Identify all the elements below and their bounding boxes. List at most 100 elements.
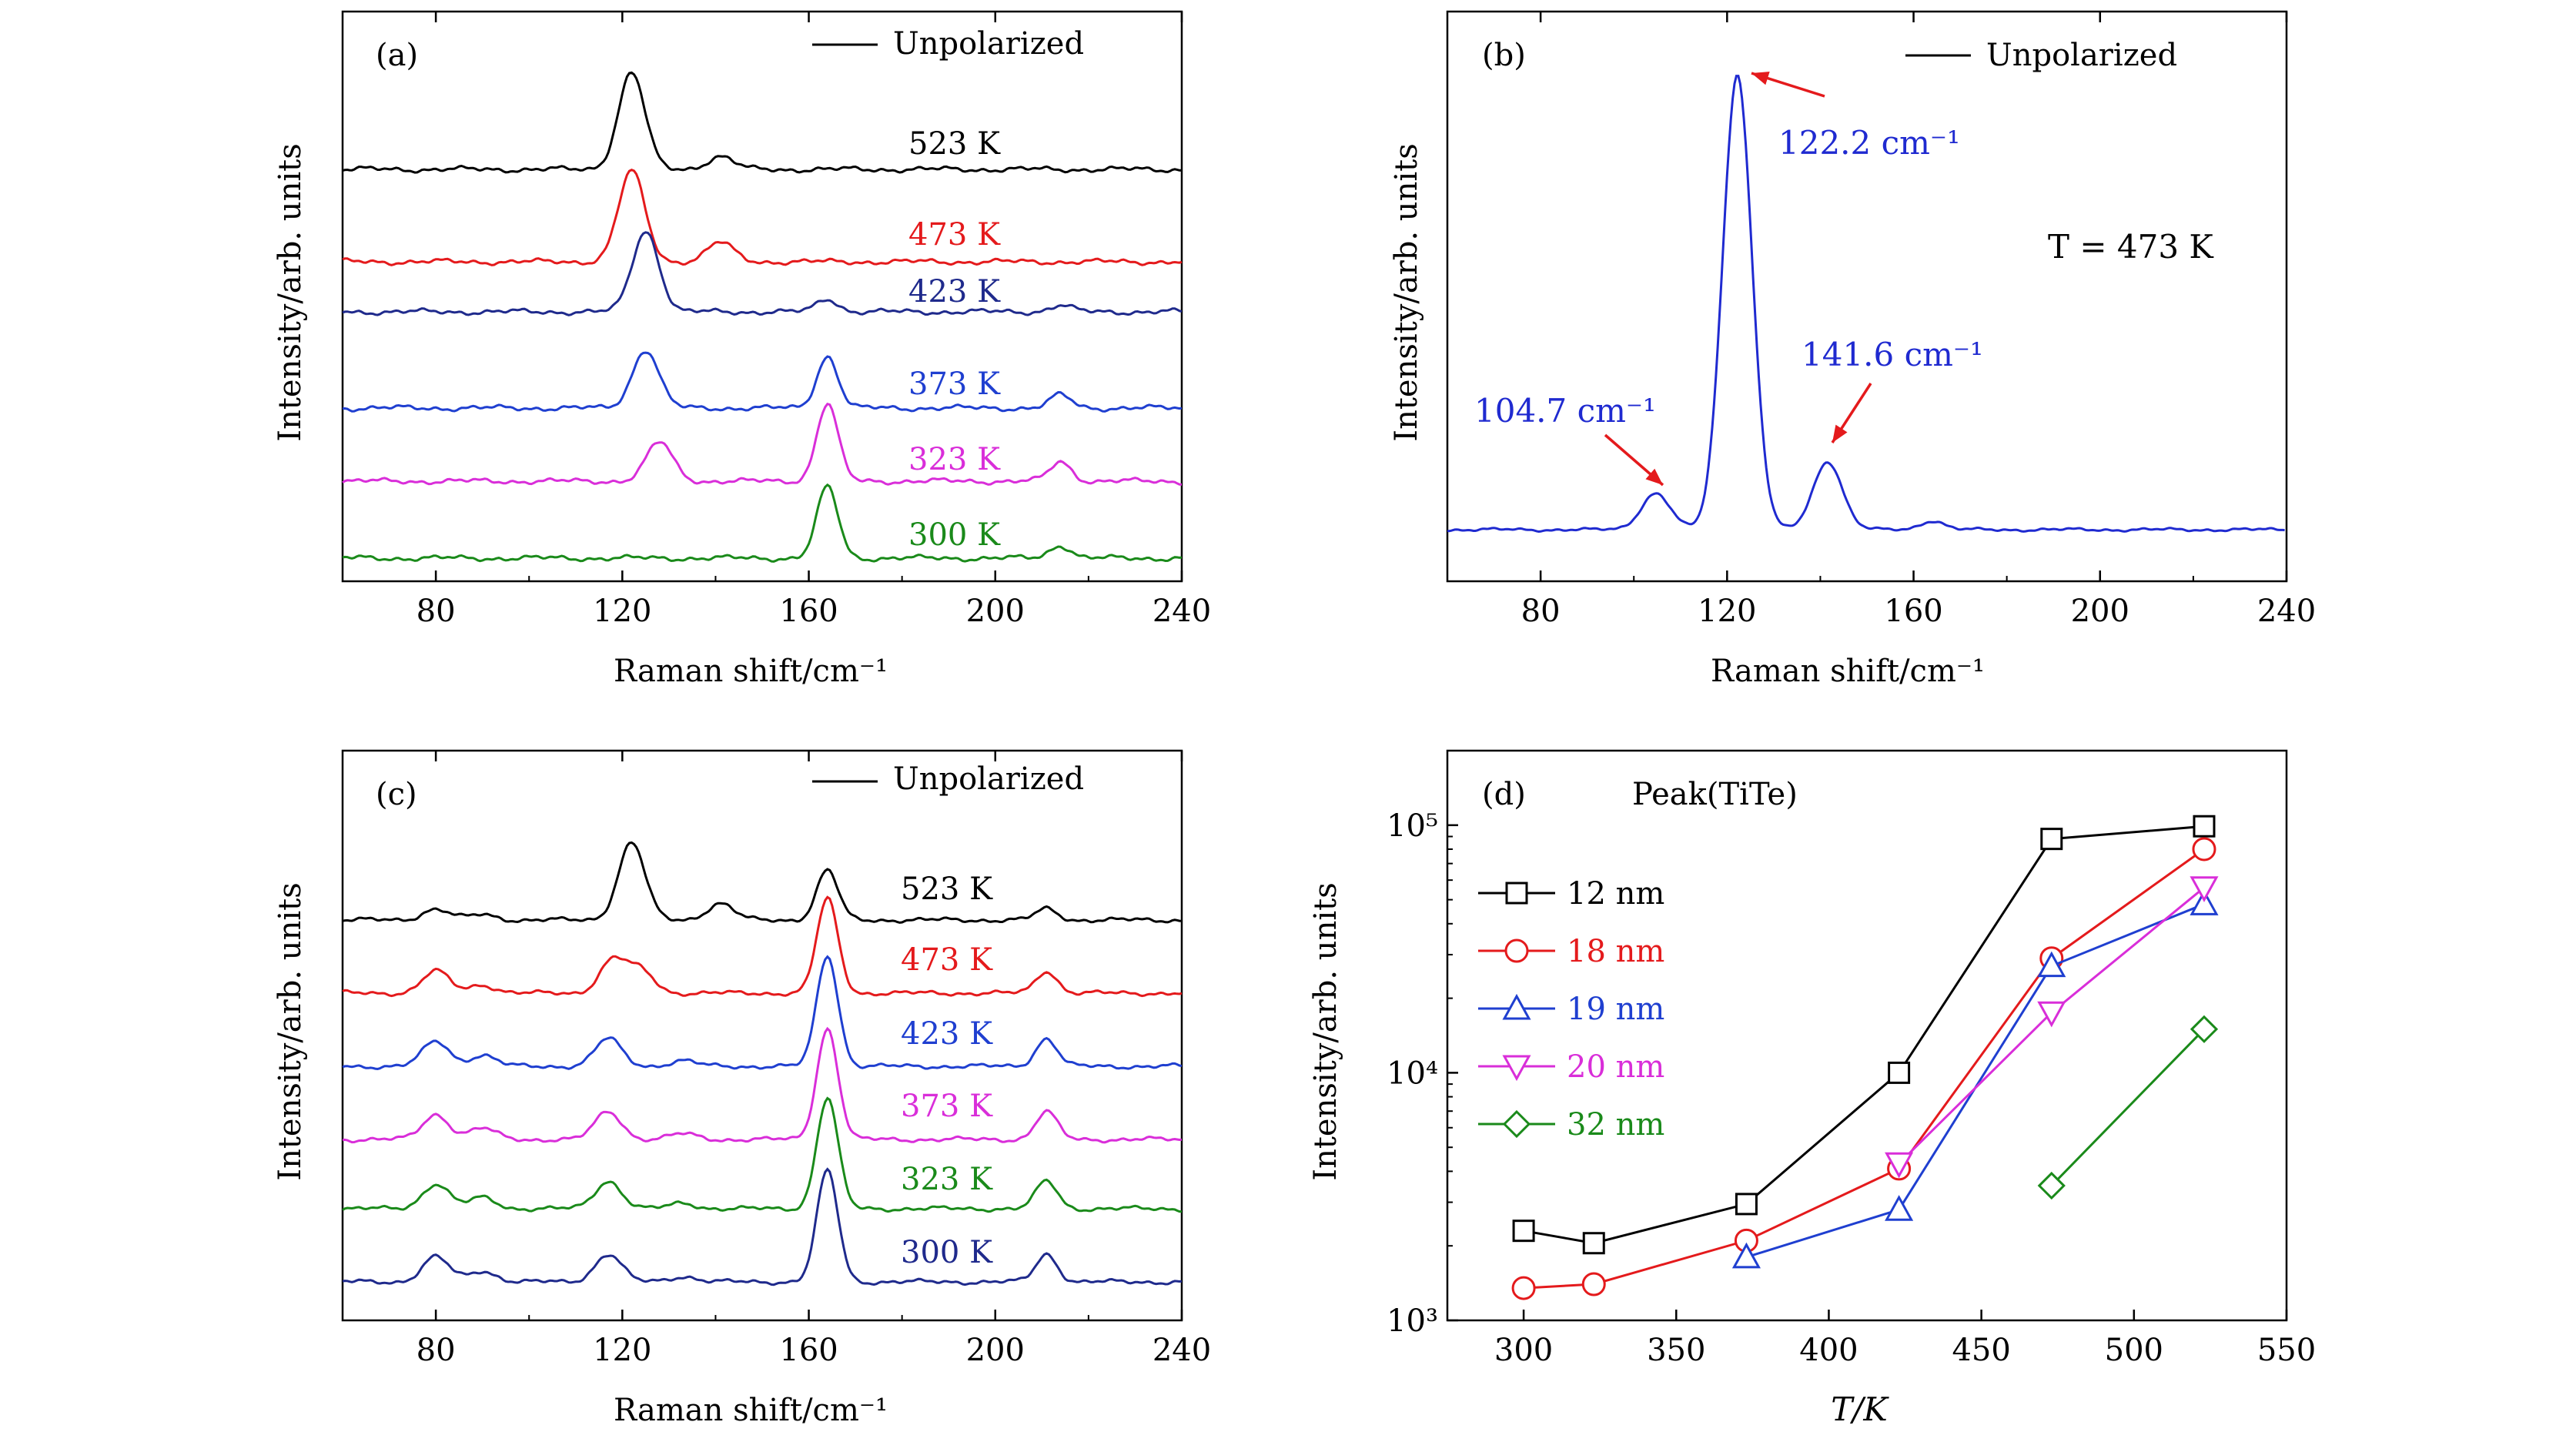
panel-b-xtick-label: 200 [2071, 594, 2129, 629]
panel-d-xtick-label: 350 [1647, 1333, 1705, 1368]
panel-a-series-label: 473 K [908, 217, 1001, 253]
panel-c-series-label: 423 K [901, 1016, 993, 1052]
panel-a-xtick-label: 200 [966, 594, 1025, 629]
panel-c-ylabel: Intensity/arb. units [273, 882, 308, 1180]
panel-d-ylabel: Intensity/arb. units [1308, 882, 1343, 1180]
panel-a-series-323-K [342, 402, 1182, 486]
panel-d-legend-label: 18 nm [1567, 934, 1664, 969]
marker-circle [1581, 1272, 1606, 1296]
panel-b-temperature: T = 473 K [2048, 228, 2214, 266]
panel-d-xtick-label: 300 [1494, 1333, 1553, 1368]
panel-a-series-473-K [342, 168, 1183, 266]
panel-b-xtick-label: 240 [2257, 594, 2316, 629]
panel-b-frame [1446, 10, 2288, 583]
arrow-122-head [1751, 72, 1770, 85]
panel-d-legend-label: 19 nm [1567, 992, 1664, 1027]
marker-square [1512, 1220, 1535, 1243]
panel-d-legend-title: Peak(TiTe) [1632, 777, 1798, 812]
panel-c-xtick-label: 80 [417, 1333, 456, 1368]
marker-circle [2192, 837, 2216, 862]
panel-a-series-label: 373 K [908, 366, 1001, 402]
panel-b-xtick-label: 120 [1698, 594, 1756, 629]
panel-b: 80 120 160 200 240 [1446, 10, 2316, 629]
panel-a-legend: Unpolarized [893, 26, 1084, 62]
marker-triangle-down [2037, 1001, 2066, 1028]
panel-c-xlabel: Raman shift/cm⁻¹ [614, 1393, 888, 1428]
panel-c-series-373-K [342, 1026, 1183, 1144]
panel-c-series-label: 523 K [901, 872, 993, 907]
panel-d: 300 350 400 450 500 550 10³ 10⁴ 10⁵ 12 nm 18 nm 19 … [1387, 749, 2316, 1368]
panel-b-xtick-label: 160 [1884, 594, 1942, 629]
panel-d-ytick-label: 10⁵ [1387, 808, 1438, 844]
panel-d-label: (d) [1482, 777, 1526, 812]
panel-a-xtick-label: 240 [1153, 594, 1211, 629]
panel-d-ytick-label: 10⁴ [1387, 1056, 1438, 1091]
arrow-141-head [1832, 424, 1848, 443]
panel-d-legend-label: 32 nm [1567, 1107, 1664, 1143]
marker-square [1735, 1193, 1758, 1216]
panel-d-line-32nm [2050, 1028, 2206, 1187]
marker-triangle-up [1731, 1242, 1761, 1269]
panel-a-series-label: 423 K [908, 274, 1001, 309]
marker-diamond [2037, 1171, 2066, 1200]
panel-c-series-423-K [342, 955, 1183, 1071]
arrow-104-head [1645, 468, 1663, 485]
panel-d-legend-label: 20 nm [1567, 1049, 1664, 1085]
panel-b-xtick-label: 80 [1521, 594, 1561, 629]
panel-d-ytick-label: 10³ [1387, 1303, 1438, 1339]
marker-triangle-down [2190, 876, 2219, 902]
panel-b-xlabel: Raman shift/cm⁻¹ [1711, 654, 1985, 689]
panel-a: 80 120 160 200 240 523 K 473 K 423 K 373 K 323 K 3… [341, 10, 1211, 629]
panel-a-xtick-label: 120 [593, 594, 651, 629]
panel-c-frame [341, 749, 1183, 1322]
panel-b-spectrum [1447, 75, 2285, 534]
panel-a-xtick-label: 160 [779, 594, 838, 629]
marker-triangle-down [1502, 1055, 1531, 1082]
marker-square [2193, 815, 2216, 838]
marker-square [1888, 1061, 1911, 1084]
panel-c-xtick-label: 240 [1153, 1333, 1211, 1368]
marker-triangle-up [2037, 951, 2066, 978]
panel-a-label: (a) [376, 38, 418, 73]
panel-c-label: (c) [376, 777, 417, 812]
panel-c-series-300-K [342, 1167, 1183, 1286]
panel-c-series-label: 473 K [901, 942, 993, 978]
panel-a-frame [341, 10, 1183, 583]
panel-d-line-12nm [1523, 825, 2205, 1245]
panel-c-xtick-label: 120 [593, 1333, 651, 1368]
panel-d-xlabel: T/K [1831, 1390, 1889, 1428]
panel-d-legend-label: 12 nm [1567, 876, 1664, 912]
panel-b-ylabel: Intensity/arb. units [1389, 143, 1424, 441]
panel-d-xtick-label: 450 [1952, 1333, 2010, 1368]
panel-a-series-300-K [342, 483, 1183, 563]
panel-c-series-473-K [342, 895, 1183, 998]
marker-diamond [1502, 1109, 1531, 1139]
panel-a-xtick-label: 80 [417, 594, 456, 629]
panel-b-legend: Unpolarized [1986, 38, 2177, 73]
panel-a-series-373-K [342, 351, 1183, 413]
panel-d-xtick-label: 500 [2105, 1333, 2163, 1368]
marker-square [1505, 882, 1528, 905]
annotation-104: 104.7 cm⁻¹ [1474, 392, 1656, 430]
marker-triangle-down [1885, 1152, 1914, 1179]
marker-square [1582, 1232, 1605, 1255]
panel-c: 80 120 160 200 240 523 K 473 K 423 K 373 K 323 K 3… [341, 749, 1211, 1368]
marker-diamond [2190, 1015, 2219, 1043]
panel-c-series-323-K [342, 1096, 1182, 1213]
annotation-141: 141.6 cm⁻¹ [1802, 336, 1983, 373]
marker-triangle-up [2190, 889, 2219, 915]
panel-a-series-label: 300 K [908, 517, 1001, 553]
panel-d-frame [1446, 749, 2288, 1322]
panel-a-series-523-K [342, 71, 1183, 174]
marker-triangle-up [1885, 1195, 1914, 1221]
panel-b-label: (b) [1482, 38, 1526, 73]
panel-d-xtick-label: 550 [2257, 1333, 2316, 1368]
panel-c-xtick-label: 160 [779, 1333, 838, 1368]
annotation-122: 122.2 cm⁻¹ [1778, 124, 1960, 162]
panel-c-series-label: 300 K [901, 1235, 993, 1270]
panel-d-xtick-label: 400 [1799, 1333, 1858, 1368]
panel-c-series-523-K [342, 841, 1183, 924]
panel-a-xlabel: Raman shift/cm⁻¹ [614, 654, 888, 689]
panel-a-series-label: 323 K [908, 442, 1001, 477]
